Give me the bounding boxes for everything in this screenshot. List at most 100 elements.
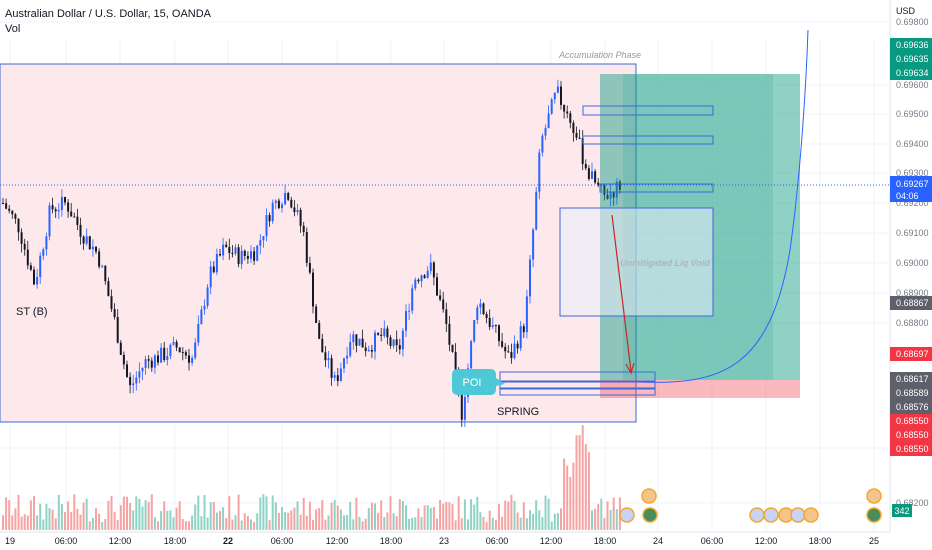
candle-body (436, 277, 438, 296)
candle-body (476, 307, 479, 321)
price-badge (890, 372, 932, 386)
candle-body (299, 209, 302, 226)
candle-body (141, 367, 144, 372)
time-axis-ticks[interactable]: 19 06:00 12:00 18:00 22 06:00 12:00 18:00 23 06:0… (5, 536, 879, 546)
price-badge-value: 0.68589 (896, 388, 929, 398)
order-block-1[interactable] (582, 105, 714, 116)
price-badge-value: 0.68576 (896, 402, 929, 412)
candle-body (389, 337, 392, 346)
price-badge (890, 296, 932, 310)
candle-body (29, 265, 32, 270)
volume-bar (119, 505, 122, 530)
accumulation-zone[interactable] (0, 63, 637, 423)
candle-body (485, 314, 488, 319)
volume-bar (262, 494, 265, 530)
price-tick: 0.69500 (896, 109, 929, 119)
candle-body (126, 364, 128, 377)
volume-bar (95, 508, 97, 530)
price-badge (890, 66, 932, 80)
liq-void-box[interactable] (559, 207, 714, 317)
event-flag-icon[interactable] (642, 507, 658, 523)
candle-body (20, 232, 23, 244)
candle-body (33, 269, 35, 285)
event-flag-icon[interactable] (641, 488, 657, 504)
candle-body (535, 191, 538, 230)
candle-body (262, 236, 265, 241)
volume-bar (420, 517, 423, 530)
candle-body (318, 322, 321, 339)
candle-body (448, 323, 451, 345)
candle-body (51, 205, 54, 210)
symbol-title[interactable]: Australian Dollar / U.S. Dollar, 15, OAN… (5, 8, 212, 20)
volume-bar (358, 516, 361, 530)
event-flag-icon[interactable] (619, 507, 635, 523)
economic-events[interactable] (619, 488, 882, 523)
volume-bar (197, 495, 200, 530)
candle-body (510, 352, 513, 358)
candle-body (250, 251, 252, 259)
candle-body (358, 338, 361, 346)
event-flag-icon[interactable] (866, 488, 882, 504)
time-tick: 12:00 (540, 536, 563, 546)
time-tick: 19 (5, 536, 15, 546)
poi-box-3[interactable] (499, 388, 656, 396)
volume-bar (132, 510, 135, 530)
volume-bar (380, 500, 383, 530)
volume-bar (188, 521, 190, 530)
volume-bar (377, 512, 380, 530)
candle-body (219, 254, 221, 256)
event-flag-icon[interactable] (803, 507, 819, 523)
candle-body (525, 296, 528, 333)
volume-bar (17, 494, 20, 530)
candle-body (352, 334, 355, 343)
candle-body (445, 309, 448, 324)
volume-bar (587, 452, 590, 530)
candle-body (67, 202, 70, 212)
event-flag-icon[interactable] (749, 507, 765, 523)
volume-bar (600, 498, 603, 530)
time-tick: 12:00 (755, 536, 778, 546)
stop-zone[interactable] (600, 380, 800, 398)
poi-label: POI (463, 377, 482, 389)
volume-bar (454, 520, 457, 530)
candle-body (54, 209, 57, 212)
candle-body (308, 262, 311, 273)
candle-body (556, 86, 559, 93)
candle-body (339, 368, 342, 381)
candle-body (327, 358, 330, 361)
candle-body (296, 209, 299, 213)
candle-body (541, 135, 544, 153)
candle-body (14, 214, 17, 219)
order-block-2[interactable] (582, 135, 714, 145)
candle-body (271, 202, 274, 222)
candle-body (284, 192, 287, 205)
candle-body (324, 352, 327, 361)
volume-bar (160, 511, 163, 530)
order-block-3[interactable] (599, 183, 714, 193)
candle-body (26, 249, 29, 266)
volume-bar (315, 509, 318, 530)
volume-bar (222, 507, 225, 530)
poi-callout[interactable] (452, 369, 505, 395)
candle-body (88, 236, 91, 250)
candle-body (498, 325, 500, 342)
price-tick: 0.69200 (896, 198, 929, 208)
candle-body (188, 355, 190, 363)
volume-bar (429, 507, 432, 530)
volume-bar (88, 521, 91, 530)
candle-body (39, 255, 42, 278)
accumulation-phase-label: Accumulation Phase (558, 50, 641, 60)
candle-body (215, 254, 218, 273)
event-flag-icon[interactable] (790, 507, 806, 523)
event-flag-icon[interactable] (763, 507, 779, 523)
candle-body (507, 351, 510, 353)
spring-label: SPRING (497, 406, 539, 418)
volume-bar (85, 498, 88, 530)
volume-bar (485, 521, 488, 530)
poi-box-1[interactable] (499, 371, 656, 382)
volume-bar (361, 521, 364, 530)
event-flag-icon[interactable] (866, 507, 882, 523)
volume-indicator-label[interactable]: Vol (5, 23, 20, 35)
volume-bar (122, 496, 125, 530)
